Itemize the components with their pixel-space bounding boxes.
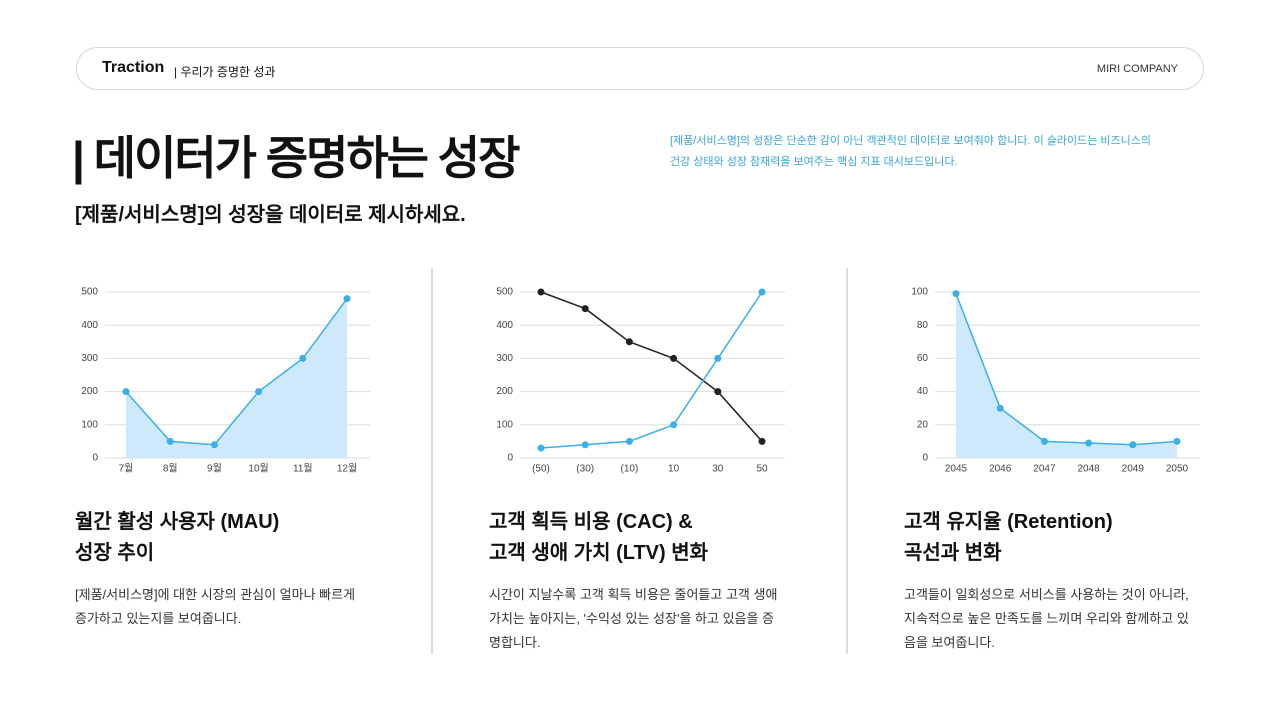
chart-title: 월간 활성 사용자 (MAU)	[75, 511, 280, 533]
divider	[846, 268, 848, 654]
x-tick-label: 7월	[119, 463, 134, 475]
point	[210, 441, 218, 449]
point	[581, 305, 589, 313]
x-tick-label: (50)	[532, 464, 550, 475]
y-tick-label: 300	[496, 353, 513, 364]
point	[1085, 439, 1093, 447]
y-tick-label: 200	[496, 386, 513, 397]
line	[540, 291, 763, 449]
x-tick-label: 10월	[248, 463, 268, 475]
y-tick-label: 40	[917, 386, 929, 397]
y-tick-label: 200	[81, 386, 98, 397]
point	[343, 295, 351, 303]
point	[758, 437, 766, 445]
intro-line: [제품/서비스명]의 성장은 단순한 감이 아닌 객관적인 데이터로 보여줘야 …	[670, 135, 1151, 147]
chart-description: 명합니다.	[489, 635, 541, 650]
y-tick-label: 100	[81, 419, 98, 430]
chart-description: 증가하고 있는지를 보여줍니다.	[75, 611, 242, 626]
point	[1173, 437, 1181, 445]
x-tick-label: 11월	[293, 463, 313, 475]
chart-title: 고객 유지율 (Retention)	[904, 511, 1113, 533]
section: | 우리가 증명한 성과	[174, 65, 276, 79]
brand: Traction	[102, 59, 165, 76]
title: | 데이터가 증명하는 성장	[72, 132, 520, 184]
area	[126, 298, 347, 458]
point	[166, 437, 174, 445]
point	[537, 288, 545, 296]
point	[714, 388, 722, 396]
chart-description: 고객들이 일회성으로 서비스를 사용하는 것이 아니라,	[904, 587, 1189, 602]
chart-title: 곡선과 변화	[904, 542, 1002, 564]
chart-title: 고객 생애 가치 (LTV) 변화	[489, 542, 709, 564]
y-tick-label: 100	[911, 287, 928, 298]
point	[625, 338, 633, 346]
point	[670, 354, 678, 362]
y-tick-label: 80	[917, 320, 929, 331]
x-tick-label: 2050	[1166, 464, 1189, 475]
point	[625, 437, 633, 445]
x-tick-label: 2049	[1122, 464, 1145, 475]
point	[581, 441, 589, 449]
company: MIRI COMPANY	[1096, 63, 1178, 75]
point	[758, 288, 766, 296]
subtitle: [제품/서비스명]의 성장을 데이터로 제시하세요.	[75, 204, 466, 226]
point	[255, 388, 263, 396]
header-bar	[76, 47, 1204, 90]
x-tick-label: 2048	[1077, 464, 1100, 475]
y-tick-label: 300	[81, 353, 98, 364]
y-tick-label: 500	[81, 287, 98, 298]
x-tick-label: 12월	[337, 463, 357, 475]
point	[122, 388, 130, 396]
y-tick-label: 400	[81, 320, 98, 331]
y-tick-label: 100	[496, 419, 513, 430]
x-tick-label: 2045	[945, 464, 968, 475]
x-tick-label: 2047	[1033, 464, 1056, 475]
chart-title: 고객 획득 비용 (CAC) &	[489, 511, 693, 533]
chart-description: 시간이 지날수록 고객 획득 비용은 줄어들고 고객 생애	[489, 587, 778, 602]
y-tick-label: 0	[922, 453, 928, 464]
point	[299, 354, 307, 362]
line	[540, 291, 763, 442]
intro: [제품/서비스명]의 성장은 단순한 감이 아닌 객관적인 데이터로 보여줘야 …	[670, 131, 1151, 173]
point	[1129, 441, 1137, 449]
point	[952, 290, 960, 298]
x-tick-label: (10)	[621, 464, 639, 475]
chart-description: [제품/서비스명]에 대한 시장의 관심이 얼마나 빠르게	[75, 587, 356, 602]
point	[1040, 437, 1048, 445]
line	[125, 298, 348, 446]
point	[996, 404, 1004, 412]
x-tick-label: 30	[712, 464, 724, 475]
intro-line: 건강 상태와 성장 잠재력을 보여주는 핵심 지표 대시보드입니다.	[670, 156, 958, 168]
area	[956, 293, 1177, 458]
point	[714, 354, 722, 362]
x-tick-label: (30)	[576, 464, 594, 475]
divider	[431, 268, 433, 654]
y-tick-label: 60	[917, 353, 929, 364]
y-tick-label: 500	[496, 287, 513, 298]
chart-title: 성장 추이	[75, 542, 155, 564]
y-tick-label: 0	[507, 453, 513, 464]
line	[955, 293, 1178, 446]
chart-description: 지속적으로 높은 만족도를 느끼며 우리와 함께하고 있	[904, 611, 1189, 626]
x-tick-label: 50	[756, 464, 768, 475]
x-tick-label: 10	[668, 464, 680, 475]
y-tick-label: 0	[92, 453, 98, 464]
y-tick-label: 400	[496, 320, 513, 331]
x-tick-label: 8월	[163, 463, 178, 475]
point	[670, 421, 678, 429]
x-tick-label: 2046	[989, 464, 1012, 475]
y-tick-label: 20	[917, 419, 929, 430]
point	[537, 444, 545, 452]
chart-description: 음을 보여줍니다.	[904, 635, 995, 650]
chart-description: 가치는 높아지는, '수익성 있는 성장'을 하고 있음을 증	[489, 611, 775, 626]
x-tick-label: 9월	[207, 463, 222, 475]
